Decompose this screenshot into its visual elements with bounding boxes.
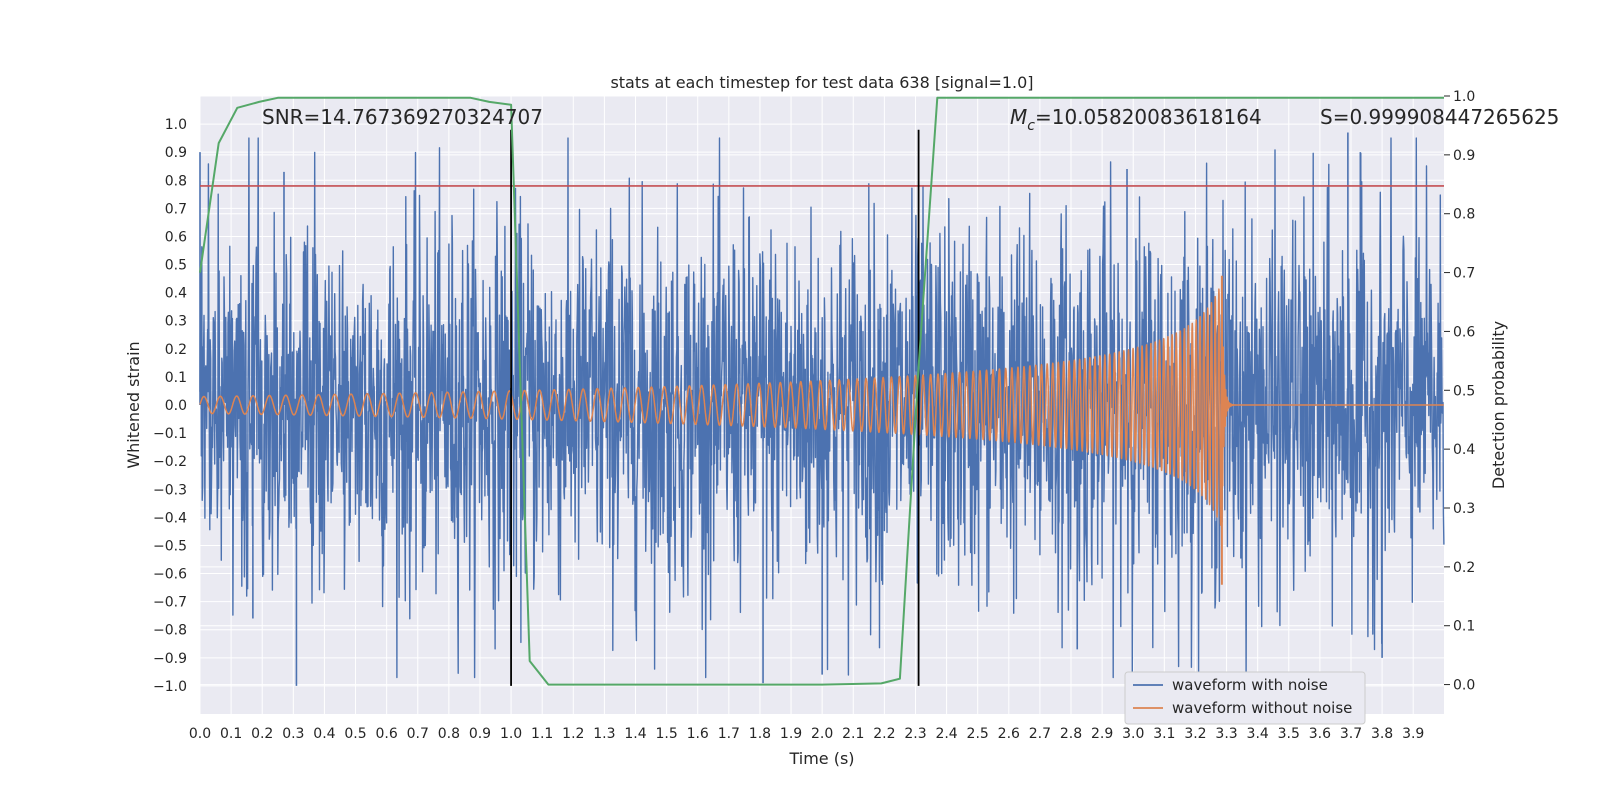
y2-tick-label: 0.0	[1453, 678, 1475, 694]
x-tick-label: 2.5	[967, 726, 989, 742]
x-tick-label: 3.1	[1153, 726, 1175, 742]
x-tick-label: 0.4	[313, 726, 335, 742]
s-annotation: S=0.999908447265625	[1320, 105, 1559, 129]
y-tick-label: 0.8	[165, 173, 187, 189]
y-tick-label: 0.4	[165, 286, 187, 302]
y-tick-labels: 1.0 0.9 0.8 0.7 0.6 0.5 0.4 0.3 0.2 0.1 0.0 −0.1 −0.…	[153, 117, 187, 695]
x-tick-label: 3.8	[1371, 726, 1393, 742]
x-tick-label: 3.0	[1122, 726, 1144, 742]
y2-tick-label: 0.9	[1453, 148, 1475, 164]
y-tick-label: −0.7	[153, 595, 187, 611]
x-tick-label: 2.4	[935, 726, 957, 742]
x-tick-label: 0.8	[438, 726, 460, 742]
y-tick-label: 0.5	[165, 258, 187, 274]
y2-tick-label: 0.7	[1453, 266, 1475, 282]
y-tick-label: 0.9	[165, 145, 187, 161]
x-tick-label: 0.0	[189, 726, 211, 742]
clean-waveform-layer	[199, 275, 1445, 585]
chart-title: stats at each timestep for test data 638…	[610, 73, 1033, 92]
chirp-mass-symbol: M	[1010, 105, 1027, 129]
y-tick-label: 0.3	[165, 314, 187, 330]
y-tick-label: 0.0	[165, 398, 187, 414]
y2-tick-label: 0.4	[1453, 442, 1475, 458]
y-tick-label: −0.2	[153, 454, 187, 470]
x-tick-label: 0.5	[344, 726, 366, 742]
x-tick-label: 3.2	[1184, 726, 1206, 742]
y2-tick-label: 0.6	[1453, 324, 1475, 340]
y-tick-label: −0.3	[153, 482, 187, 498]
legend-label-noisy: waveform with noise	[1172, 676, 1328, 694]
x-tick-label: 0.2	[251, 726, 273, 742]
x-tick-label: 1.6	[687, 726, 709, 742]
x-tick-label: 1.2	[562, 726, 584, 742]
x-tick-label: 0.9	[469, 726, 491, 742]
y-tick-label: 1.0	[165, 117, 187, 133]
x-tick-label: 1.5	[655, 726, 677, 742]
detection-probability-line	[199, 96, 1444, 686]
clean-waveform-line	[199, 288, 1445, 526]
y-tick-label: −1.0	[153, 679, 187, 695]
y2-tick-label: 0.1	[1453, 619, 1475, 635]
y2-tick-label: 0.5	[1453, 383, 1475, 399]
x-tick-label: 2.0	[811, 726, 833, 742]
y-tick-label: −0.6	[153, 567, 187, 583]
x-tick-label: 2.8	[1060, 726, 1082, 742]
overlay-layer	[199, 96, 1444, 686]
y-tick-label: 0.1	[165, 370, 187, 386]
x-tick-label: 2.1	[842, 726, 864, 742]
x-tick-label: 0.6	[376, 726, 398, 742]
y-tick-label: 0.2	[165, 342, 187, 358]
y-tick-label: −0.9	[153, 651, 187, 667]
x-tick-label: 0.3	[282, 726, 304, 742]
x-tick-label: 1.8	[749, 726, 771, 742]
x-tick-label: 3.3	[1215, 726, 1237, 742]
y-axis-label: Whitened strain	[124, 341, 143, 468]
chirp-mass-annotation: Mc=10.05820083618164	[1010, 105, 1262, 134]
y2-tick-label: 1.0	[1453, 89, 1475, 105]
y-tick-label: −0.1	[153, 426, 187, 442]
y2-tick-label: 0.3	[1453, 501, 1475, 517]
chirp-mass-value: =10.05820083618164	[1035, 105, 1262, 129]
x-tick-label: 1.4	[624, 726, 646, 742]
x-tick-label: 3.4	[1247, 726, 1269, 742]
y2-tick-labels: 1.0 0.9 0.8 0.7 0.6 0.5 0.4 0.3 0.2 0.1 0.0	[1453, 89, 1475, 694]
x-axis-label: Time (s)	[788, 749, 854, 768]
x-tick-label: 1.0	[500, 726, 522, 742]
x-tick-label: 2.3	[904, 726, 926, 742]
y-tick-label: 0.6	[165, 229, 187, 245]
x-tick-label: 2.6	[998, 726, 1020, 742]
x-tick-label: 3.7	[1340, 726, 1362, 742]
y2-axis-label: Detection probability	[1489, 321, 1508, 489]
y2-tick-label: 0.8	[1453, 207, 1475, 223]
x-tick-labels: 0.0 0.1 0.2 0.3 0.4 0.5 0.6 0.7 0.8 0.9 1.0 1.1 1.2 1…	[189, 726, 1424, 742]
x-tick-label: 2.7	[1029, 726, 1051, 742]
x-tick-label: 3.6	[1309, 726, 1331, 742]
x-tick-label: 2.9	[1091, 726, 1113, 742]
x-tick-label: 0.1	[220, 726, 242, 742]
y-tick-label: −0.5	[153, 538, 187, 554]
legend-box	[1124, 671, 1366, 725]
x-tick-label: 3.9	[1402, 726, 1424, 742]
y-tick-label: −0.4	[153, 510, 187, 526]
x-tick-label: 1.9	[780, 726, 802, 742]
snr-annotation: SNR=14.767369270324707	[262, 105, 543, 129]
x-tick-label: 1.7	[718, 726, 740, 742]
x-tick-label: 1.1	[531, 726, 553, 742]
y2-tick-label: 0.2	[1453, 560, 1475, 576]
legend-label-clean: waveform without noise	[1172, 699, 1352, 717]
x-tick-label: 2.2	[873, 726, 895, 742]
x-tick-label: 0.7	[407, 726, 429, 742]
y-tick-label: −0.8	[153, 623, 187, 639]
chirp-mass-subscript: c	[1027, 118, 1035, 134]
x-tick-label: 1.3	[593, 726, 615, 742]
y-tick-label: 0.7	[165, 201, 187, 217]
legend: waveform with noise waveform without noi…	[1124, 671, 1366, 725]
x-tick-label: 3.5	[1278, 726, 1300, 742]
